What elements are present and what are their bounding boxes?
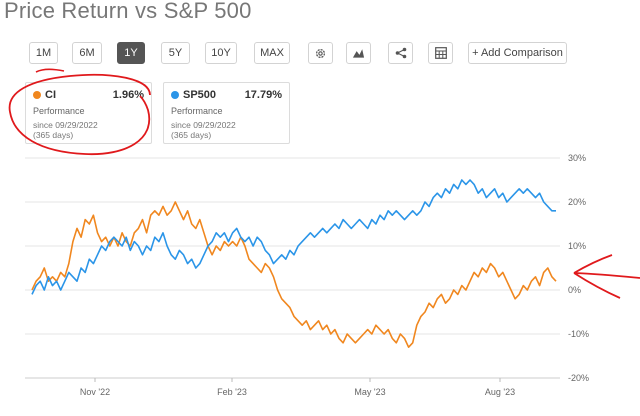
range-10y-button[interactable]: 10Y [205,42,237,64]
y-tick-label: 0% [568,285,581,295]
chart-type-button[interactable] [346,42,371,64]
ci-color-dot [33,91,41,99]
series-line-sp500 [31,179,556,295]
sp500-performance-label: Performance [171,106,223,116]
range-1y-button[interactable]: 1Y [117,42,145,64]
y-tick-label: -10% [568,329,589,339]
series-line-ci [31,201,557,348]
settings-button[interactable] [308,42,333,64]
price-return-chart: 30% 20% 10% 0% -10% -20% Nov '22 Feb '23 May '23… [25,153,589,397]
share-button[interactable] [388,42,413,64]
range-toolbar: 1M 6M 1Y 5Y 10Y MAX + Add Comparison [0,0,640,70]
ci-performance-label: Performance [33,106,85,116]
sp500-since-date: since 09/29/2022 [171,120,236,130]
y-tick-label: -20% [568,373,589,383]
ci-performance-card: CI 1.96% Performance since 09/29/2022 (3… [25,82,152,144]
table-icon [434,47,447,59]
table-view-button[interactable] [428,42,453,64]
range-1m-button[interactable]: 1M [29,42,58,64]
y-tick-label: 20% [568,197,586,207]
y-tick-label: 30% [568,153,586,163]
x-tick-label: Nov '22 [80,387,110,397]
y-tick-label: 10% [568,241,586,251]
range-5y-button[interactable]: 5Y [161,42,190,64]
gear-icon [315,48,326,58]
sp500-days: (365 days) [171,130,212,140]
x-tick-label: Feb '23 [217,387,247,397]
ci-performance-value: 1.96% [112,89,144,101]
x-tick-label: May '23 [354,387,385,397]
share-icon [395,47,406,59]
range-max-button[interactable]: MAX [254,42,290,64]
range-6m-button[interactable]: 6M [72,42,102,64]
ci-since-date: since 09/29/2022 [33,120,98,130]
x-tick-label: Aug '23 [485,387,515,397]
mountain-chart-icon [352,49,365,58]
sp500-performance-card: SP500 17.79% Performance since 09/29/202… [163,82,290,144]
page-title: Price Return vs S&P 500 [4,0,252,23]
ci-ticker: CI [45,89,56,101]
sp500-ticker: SP500 [183,89,217,101]
sp500-performance-value: 17.79% [244,89,282,101]
add-comparison-button[interactable]: + Add Comparison [468,42,567,64]
ci-days: (365 days) [33,130,74,140]
sp500-color-dot [171,91,179,99]
